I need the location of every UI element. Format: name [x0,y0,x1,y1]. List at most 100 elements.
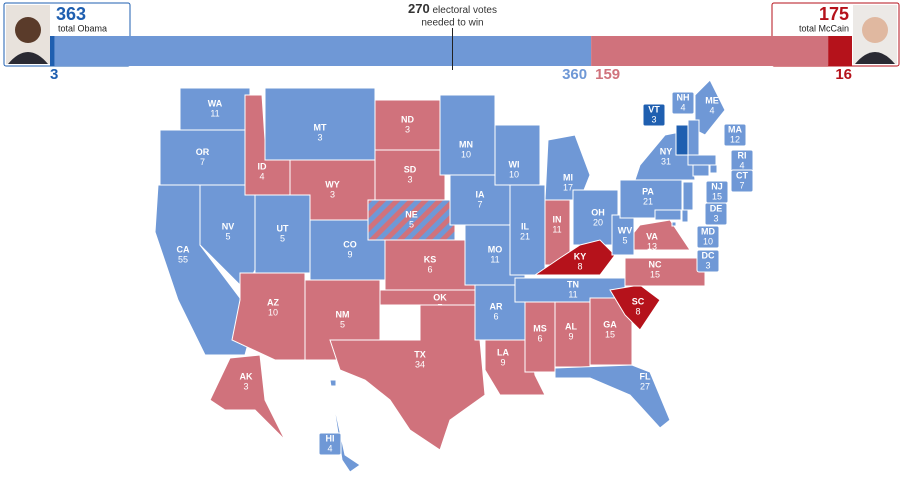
state-abbr: RI [738,150,747,160]
state [572,189,619,246]
state [264,87,376,161]
state-abbr: TX [414,349,426,359]
state-votes: 8 [577,261,582,271]
state-callout [318,432,342,456]
state-votes: 5 [409,219,414,229]
state-votes: 55 [178,254,188,264]
state-votes: 4 [680,102,685,112]
state-abbr: ID [258,161,268,171]
state-abbr: NM [336,309,350,319]
bar-value-label: 159 [595,66,620,83]
state-abbr: AK [240,371,253,381]
state-votes: 11 [490,254,499,264]
state [682,181,694,211]
state [179,87,251,131]
state-votes: 10 [461,149,471,159]
state-abbr: MI [563,172,573,182]
state [209,354,286,441]
state-votes: 31 [661,156,671,166]
state-votes: 3 [317,132,322,142]
state-abbr: IL [521,221,530,231]
state [533,239,616,276]
header: 363 total Obama 175 total McCain 3 360 159… [3,1,900,83]
state-abbr: WA [208,98,223,108]
state-abbr: AZ [267,297,279,307]
state-votes: 6 [493,311,498,321]
state-abbr: MN [459,139,473,149]
mccain-face [862,17,888,43]
obama-face [15,17,41,43]
state-votes: 7 [739,180,744,190]
state-votes: 9 [500,357,505,367]
state [681,209,689,223]
bar-segment [54,36,592,66]
state-callout [671,91,695,115]
bar-value-label: 360 [562,66,587,83]
state [671,221,677,227]
state-votes: 11 [552,224,561,234]
state-votes: 4 [739,160,744,170]
state-votes: 4 [327,443,332,453]
state-votes: 34 [415,359,425,369]
state-callout [642,103,666,127]
bar-segment [50,36,55,66]
state-abbr: NH [677,92,690,102]
bar-value-label: 16 [835,66,852,83]
state-abbr: IA [476,189,486,199]
state-callout [696,249,720,273]
state-votes: 5 [225,231,230,241]
state [675,124,689,156]
state-votes: 3 [407,174,412,184]
state [524,301,556,373]
state-votes: 15 [712,191,722,201]
state-votes: 5 [340,319,345,329]
state-votes: 5 [622,235,627,245]
state-abbr: TN [567,279,579,289]
state-abbr: NY [660,146,673,156]
state [624,257,706,287]
state-votes: 3 [405,124,410,134]
threshold-label: electoral votes [432,5,496,16]
bar-value-label: 3 [50,66,58,83]
state-votes: 6 [427,264,432,274]
state-callout [730,169,754,193]
state-abbr: DE [710,203,723,213]
bar-segment [828,36,852,66]
threshold-value: 270 [408,1,430,16]
state-abbr: OR [196,147,210,157]
state-votes: 6 [537,333,542,343]
state-abbr: NC [649,259,662,269]
state-abbr: SC [632,296,645,306]
state-votes: 7 [200,157,205,167]
state-abbr: KY [574,251,587,261]
state-votes: 4 [709,105,714,115]
state-votes: 7 [477,199,482,209]
state-abbr: WV [618,225,633,235]
state [544,134,591,201]
state-votes: 12 [730,134,740,144]
state-callout [723,123,747,147]
state [687,119,700,156]
state-abbr: MO [488,244,503,254]
state-votes: 17 [563,182,573,192]
state-votes: 10 [268,307,278,317]
state-votes: 21 [643,196,653,206]
state [494,124,541,186]
state [374,149,446,201]
state-votes: 3 [243,381,248,391]
state-abbr: WI [509,159,520,169]
state [687,154,717,166]
state-abbr: MD [701,226,715,236]
state-abbr: DC [702,250,715,260]
state-votes: 8 [635,306,640,316]
obama-total: 363 [56,4,86,24]
state-abbr: AR [490,301,503,311]
state-votes: 9 [568,331,573,341]
obama-label: total Obama [58,23,107,33]
state-votes: 4 [259,171,264,181]
state-votes: 13 [647,241,657,251]
state-votes: 3 [705,260,710,270]
state-abbr: GA [603,319,617,329]
